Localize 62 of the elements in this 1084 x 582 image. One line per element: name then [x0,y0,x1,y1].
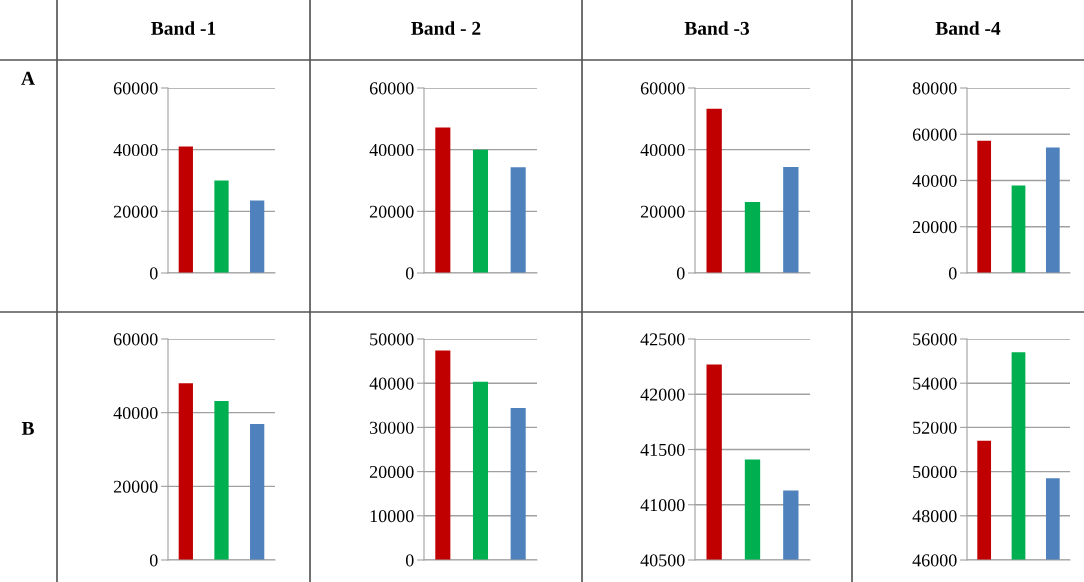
y-tick-label: 40500 [640,554,685,567]
bar [472,149,489,273]
bar [178,146,193,273]
chart-title: Band -4 [935,21,1001,35]
y-tick-label: 40000 [113,406,158,420]
y-tick-label: 10000 [370,510,414,523]
y-tick-label: 80000 [912,82,957,95]
bar [214,400,229,560]
y-tick-label: 46000 [912,554,957,567]
bar [435,127,451,273]
bar [250,424,265,560]
y-tick-label: 0 [676,267,685,280]
y-tick-label: 0 [948,267,957,280]
bar [178,383,193,560]
chart-title: Band -3 [684,21,750,35]
y-tick-label: 0 [149,554,158,567]
y-tick-label: 20000 [369,205,414,218]
y-tick-label: 60000 [912,128,957,141]
y-tick-label: 60000 [640,82,685,95]
bar [1045,147,1060,273]
bar [472,381,489,560]
bar [510,167,526,273]
bar [435,350,451,560]
text: A [21,71,35,85]
y-tick-label: 40000 [113,143,158,157]
y-tick-label: 0 [149,267,158,280]
y-tick-label: 20000 [113,480,158,493]
bar [250,200,265,273]
y-tick-label: 30000 [370,421,414,434]
y-tick-label: 40000 [369,377,414,390]
y-tick-label: 0 [405,554,414,567]
y-tick-label: 20000 [113,205,158,218]
y-tick-label: 41500 [640,443,685,456]
y-tick-label: 60000 [113,82,158,95]
y-tick-label: 60000 [369,82,414,95]
bar [977,140,992,273]
y-tick-label: 40000 [640,143,685,157]
bar [783,166,799,273]
y-tick-label: 54000 [913,377,957,390]
text: B [21,421,34,435]
bar [706,108,722,273]
y-tick-label: 42500 [640,333,685,346]
y-tick-label: 20000 [369,465,414,479]
y-tick-label: 0 [405,267,414,280]
bar [1011,185,1026,273]
bar [510,407,526,560]
y-tick-label: 40000 [912,174,957,187]
y-tick-label: 41000 [640,499,685,512]
y-tick-label: 42000 [640,388,685,401]
y-tick-label: 52000 [913,421,957,434]
bar [214,180,229,273]
y-tick-label: 50000 [370,333,414,346]
y-tick-label: 48000 [912,510,957,523]
y-tick-label: 56000 [913,333,957,346]
y-tick-label: 50000 [913,465,957,479]
y-tick-label: 40000 [369,143,414,157]
y-tick-label: 60000 [113,333,158,346]
y-tick-label: 20000 [640,205,685,218]
chart-title: Band - 2 [411,21,481,35]
chart-title: Band -1 [151,21,216,35]
bar [744,202,761,273]
y-tick-label: 20000 [912,221,957,234]
